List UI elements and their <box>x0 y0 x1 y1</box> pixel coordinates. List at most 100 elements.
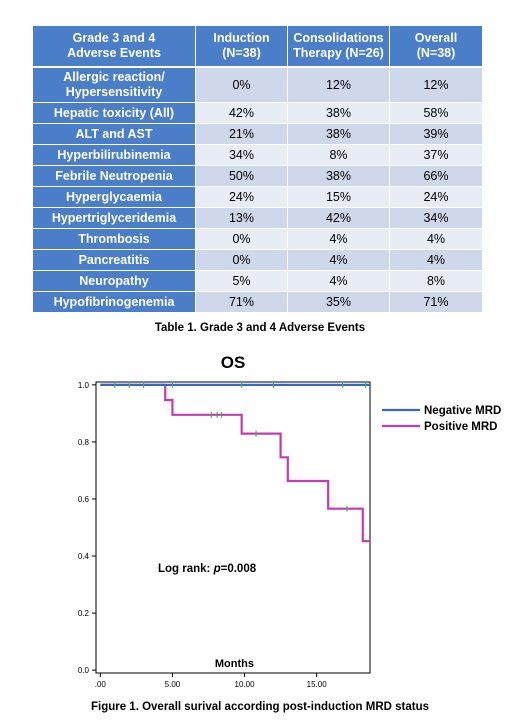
overall-value: 34% <box>390 208 483 229</box>
event-name: Hypersensitivity <box>65 85 163 99</box>
event-name-cell: Hypertriglyceridemia <box>33 208 196 229</box>
induction-value: 5% <box>196 271 288 292</box>
table-row: Hypertriglyceridemia 13% 42% 34% <box>33 208 483 229</box>
table-row: Pancreatitis 0% 4% 4% <box>33 250 483 271</box>
consolidation-value: 15% <box>288 187 390 208</box>
event-name: Neuropathy <box>79 273 149 288</box>
induction-value: 0% <box>196 68 288 103</box>
event-name: Febrile Neutropenia <box>55 168 173 183</box>
event-name-cell: Febrile Neutropenia <box>33 166 196 187</box>
overall-value: 37% <box>390 145 483 166</box>
event-name-cell: Allergic reaction/Hypersensitivity <box>33 68 196 103</box>
event-name-cell: Hyperbilirubinemia <box>33 145 196 166</box>
header-induction: Induction (N=38) <box>196 26 288 68</box>
event-name-cell: Neuropathy <box>33 271 196 292</box>
annotation-part: =0.008 <box>221 563 257 575</box>
event-name: Hepatic toxicity (All) <box>53 105 175 120</box>
overall-value: 8% <box>390 271 483 292</box>
y-tick-label: 1.0 <box>78 381 90 390</box>
series-line-positive-mrd <box>100 383 370 543</box>
event-name: Allergic reaction/ <box>63 70 165 84</box>
overall-value: 66% <box>390 166 483 187</box>
table-row: Hypofibrinogenemia 71% 35% 71% <box>33 292 483 313</box>
event-name: Hypofibrinogenemia <box>53 294 175 309</box>
adverse-events-table: Grade 3 and 4 Adverse Events Induction (N=… <box>33 26 483 313</box>
table-row: Hyperbilirubinemia 34% 8% 37% <box>33 145 483 166</box>
header-line: Adverse Events <box>67 46 161 60</box>
overall-value: 4% <box>390 250 483 271</box>
consolidation-value: 4% <box>288 271 390 292</box>
y-tick-label: 0.8 <box>78 438 90 447</box>
overall-value: 4% <box>390 229 483 250</box>
consolidation-value: 12% <box>288 68 390 103</box>
table-caption: Table 1. Grade 3 and 4 Adverse Events <box>154 322 366 334</box>
event-name-cell: Hyperglycaemia <box>33 187 196 208</box>
legend-label: Negative MRD <box>424 405 501 417</box>
header-line: Induction <box>213 31 270 45</box>
event-name: Hypertriglyceridemia <box>51 210 177 225</box>
event-name: Thrombosis <box>78 231 150 246</box>
induction-value: 13% <box>196 208 288 229</box>
header-line: Grade 3 and 4 <box>72 31 156 45</box>
chart-title: OS <box>221 353 246 372</box>
event-name-cell: Hepatic toxicity (All) <box>33 103 196 124</box>
overall-value: 39% <box>390 124 483 145</box>
overall-value: 12% <box>390 68 483 103</box>
header-adverse-events: Grade 3 and 4 Adverse Events <box>33 26 196 68</box>
header-overall: Overall (N=38) <box>390 26 483 68</box>
header-line: (N=38) <box>222 46 261 60</box>
table-row: Hyperglycaemia 24% 15% 24% <box>33 187 483 208</box>
consolidation-value: 38% <box>288 103 390 124</box>
log-rank-annotation: Log rank: p=0.008 <box>158 563 257 575</box>
table-row: ALT and AST 21% 38% 39% <box>33 124 483 145</box>
figure-caption: Figure 1. Overall surival according post… <box>90 701 430 713</box>
header-line: Therapy (N=26) <box>293 46 384 60</box>
y-tick-label: 0.2 <box>78 609 90 618</box>
overall-value: 24% <box>390 187 483 208</box>
table-row: Hepatic toxicity (All) 42% 38% 58% <box>33 103 483 124</box>
plot-frame <box>95 381 371 674</box>
induction-value: 21% <box>196 124 288 145</box>
table-row: Thrombosis 0% 4% 4% <box>33 229 483 250</box>
event-name-cell: Thrombosis <box>33 229 196 250</box>
consolidation-value: 38% <box>288 166 390 187</box>
x-axis-label: Months <box>215 658 254 670</box>
event-name-cell: ALT and AST <box>33 124 196 145</box>
y-tick-label: 0.6 <box>78 495 90 504</box>
x-tick-label: 5.00 <box>165 680 181 689</box>
y-tick-label: 0.0 <box>78 666 90 675</box>
x-tick-label: .00 <box>95 680 107 689</box>
event-name: ALT and AST <box>75 126 153 141</box>
header-line: Consolidations <box>293 31 384 45</box>
table-row: Allergic reaction/Hypersensitivity 0% 12% 1… <box>33 68 483 103</box>
header-line: (N=38) <box>416 46 456 60</box>
table-row: Neuropathy 5% 4% 8% <box>33 271 483 292</box>
header-line: Overall <box>414 31 458 45</box>
event-name-cell: Pancreatitis <box>33 250 196 271</box>
induction-value: 24% <box>196 187 288 208</box>
consolidation-value: 8% <box>288 145 390 166</box>
induction-value: 0% <box>196 229 288 250</box>
annotation-part: Log rank: <box>158 563 214 575</box>
event-name: Hyperbilirubinemia <box>57 147 171 162</box>
y-tick-label: 0.4 <box>78 552 90 561</box>
consolidation-value: 35% <box>288 292 390 313</box>
header-consolidation: Consolidations Therapy (N=26) <box>288 26 390 68</box>
overall-value: 71% <box>390 292 483 313</box>
induction-value: 71% <box>196 292 288 313</box>
induction-value: 50% <box>196 166 288 187</box>
consolidation-value: 4% <box>288 229 390 250</box>
induction-value: 42% <box>196 103 288 124</box>
event-name: Hyperglycaemia <box>66 189 162 204</box>
event-name: Pancreatitis <box>78 252 150 267</box>
table-header-row: Grade 3 and 4 Adverse Events Induction (N=… <box>33 26 483 68</box>
event-name-cell: Hypofibrinogenemia <box>33 292 196 313</box>
induction-value: 0% <box>196 250 288 271</box>
consolidation-value: 42% <box>288 208 390 229</box>
legend-label: Positive MRD <box>424 421 498 433</box>
x-tick-label: 10.00 <box>235 680 256 689</box>
consolidation-value: 38% <box>288 124 390 145</box>
overall-value: 58% <box>390 103 483 124</box>
x-tick-label: 15.00 <box>307 680 328 689</box>
table-row: Febrile Neutropenia 50% 38% 66% <box>33 166 483 187</box>
